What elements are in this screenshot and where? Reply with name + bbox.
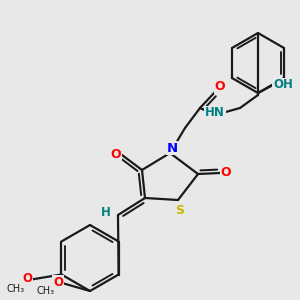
Text: CH₃: CH₃ — [6, 284, 25, 293]
Text: O: O — [53, 275, 63, 289]
Text: N: N — [167, 142, 178, 154]
Text: H: H — [101, 206, 111, 218]
Text: S: S — [176, 203, 184, 217]
Text: O: O — [111, 148, 121, 161]
Text: O: O — [215, 80, 225, 94]
Text: HN: HN — [205, 106, 225, 119]
Text: O: O — [221, 167, 231, 179]
Text: OH: OH — [273, 79, 293, 92]
Text: O: O — [22, 272, 32, 285]
Text: CH₃: CH₃ — [37, 286, 55, 296]
